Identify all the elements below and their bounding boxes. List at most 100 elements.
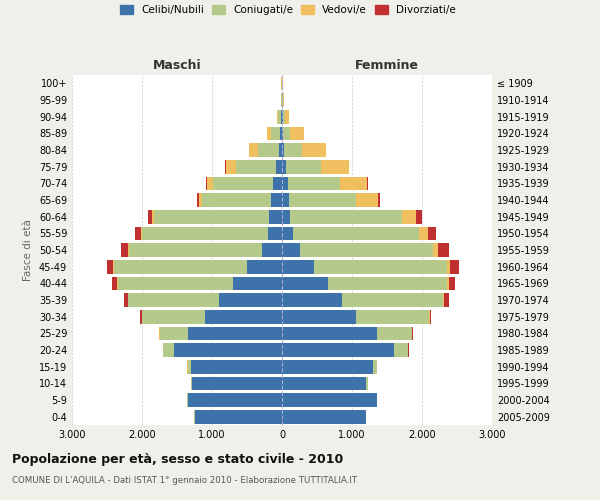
Bar (135, 226, 140, 240)
Bar (206, 176, 207, 190)
Bar (289, 193, 355, 207)
Bar (282, 276, 328, 290)
Bar (233, 276, 282, 290)
Bar (191, 360, 282, 374)
Bar (320, 160, 349, 173)
Text: Popolazione per età, sesso e stato civile - 2010: Popolazione per età, sesso e stato civil… (12, 452, 343, 466)
Bar (282, 210, 290, 224)
Bar (193, 376, 282, 390)
Bar (266, 126, 271, 140)
Bar (236, 160, 277, 173)
Bar (299, 243, 433, 257)
Bar (148, 210, 152, 224)
Bar (194, 410, 282, 424)
Bar (114, 260, 247, 274)
Bar (160, 326, 187, 340)
Bar (282, 410, 366, 424)
Bar (249, 143, 257, 157)
Bar (377, 326, 412, 340)
Bar (121, 243, 128, 257)
Bar (373, 360, 377, 374)
Bar (154, 210, 269, 224)
Legend: Celibi/Nubili, Coniugati/e, Vedovi/e, Divorziati/e: Celibi/Nubili, Coniugati/e, Vedovi/e, Di… (120, 5, 456, 15)
Bar (268, 226, 282, 240)
Bar (187, 326, 282, 340)
Bar (438, 243, 449, 257)
Bar (282, 93, 283, 107)
Bar (443, 293, 445, 307)
Bar (163, 343, 173, 357)
Bar (207, 176, 214, 190)
Bar (219, 293, 282, 307)
Bar (173, 343, 282, 357)
Bar (340, 176, 367, 190)
Bar (128, 293, 219, 307)
Bar (355, 193, 378, 207)
Bar (285, 110, 289, 124)
Bar (281, 93, 282, 107)
Bar (282, 310, 355, 324)
Bar (191, 376, 193, 390)
Bar (124, 293, 128, 307)
Bar (226, 160, 236, 173)
Bar (282, 243, 299, 257)
Bar (290, 126, 304, 140)
Bar (278, 143, 282, 157)
Bar (140, 310, 142, 324)
Bar (430, 310, 431, 324)
Bar (355, 310, 429, 324)
Text: Maschi: Maschi (152, 58, 202, 71)
Bar (271, 126, 280, 140)
Bar (118, 276, 233, 290)
Bar (419, 226, 428, 240)
Bar (214, 176, 273, 190)
Bar (257, 143, 278, 157)
Bar (158, 326, 159, 340)
Bar (287, 176, 340, 190)
Bar (152, 210, 154, 224)
Bar (286, 160, 320, 173)
Bar (281, 110, 282, 124)
Bar (341, 293, 443, 307)
Bar (247, 260, 282, 274)
Bar (142, 226, 268, 240)
Bar (282, 360, 373, 374)
Bar (450, 260, 459, 274)
Bar (290, 210, 403, 224)
Bar (282, 143, 284, 157)
Bar (302, 143, 326, 157)
Bar (328, 276, 446, 290)
Bar (199, 193, 202, 207)
Bar (282, 160, 286, 173)
Bar (269, 210, 282, 224)
Bar (282, 293, 341, 307)
Bar (394, 343, 408, 357)
Bar (113, 260, 114, 274)
Bar (187, 393, 282, 407)
Bar (367, 176, 368, 190)
Bar (282, 193, 289, 207)
Bar (445, 293, 449, 307)
Bar (449, 276, 455, 290)
Bar (277, 110, 278, 124)
Bar (283, 93, 284, 107)
Bar (142, 310, 205, 324)
Bar (403, 210, 416, 224)
Bar (433, 243, 438, 257)
Bar (282, 126, 283, 140)
Bar (273, 176, 282, 190)
Bar (314, 260, 446, 274)
Bar (187, 360, 191, 374)
Bar (112, 276, 117, 290)
Bar (446, 260, 450, 274)
Bar (262, 243, 282, 257)
Bar (282, 376, 366, 390)
Bar (140, 226, 142, 240)
Text: COMUNE DI L'AQUILA - Dati ISTAT 1° gennaio 2010 - Elaborazione TUTTITALIA.IT: COMUNE DI L'AQUILA - Dati ISTAT 1° genna… (12, 476, 357, 485)
Bar (202, 193, 271, 207)
Bar (282, 326, 377, 340)
Bar (283, 126, 290, 140)
Bar (446, 276, 449, 290)
Bar (277, 160, 282, 173)
Bar (282, 176, 287, 190)
